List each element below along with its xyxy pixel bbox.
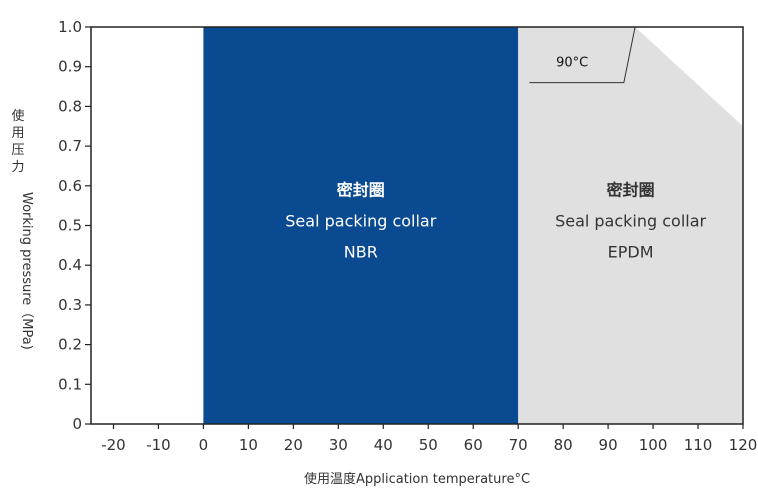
y-tick-label: 0.1 [58, 375, 82, 393]
y-axis-title-char: 使 [11, 108, 24, 124]
x-tick-label: 0 [199, 436, 209, 454]
x-tick-label: 120 [729, 436, 758, 454]
region-name-cn: 密封圈 [606, 181, 655, 200]
annotation-label: 90°C [556, 56, 588, 71]
y-tick-label: 0.3 [58, 296, 82, 314]
annotation-layer: 90°C [529, 26, 636, 84]
y-tick-label: 0.4 [58, 256, 82, 274]
x-axis-title: 使用温度Application temperature°C [304, 471, 530, 487]
x-tick-label: 90 [599, 436, 618, 454]
x-tick-label: 50 [419, 436, 438, 454]
x-tick-label: 110 [684, 436, 713, 454]
x-axis-ticks: -20 -10 0 10 20 30 40 50 60 70 80 90 100 110 120 [101, 424, 757, 454]
y-axis-title-char: 力 [11, 160, 24, 175]
y-tick-label: 0.5 [58, 217, 82, 235]
region-name-en: Seal packing collar [555, 212, 706, 231]
y-tick-label: 0.2 [58, 336, 82, 354]
x-tick-label: 40 [374, 436, 393, 454]
x-tick-label: 70 [509, 436, 528, 454]
region-nbr-area [203, 27, 519, 424]
x-tick-label: 60 [464, 436, 483, 454]
region-name-en: Seal packing collar [285, 212, 436, 231]
x-tick-label: -20 [101, 436, 126, 454]
y-axis-title-char: 用 [11, 126, 24, 141]
x-tick-label: 80 [554, 436, 573, 454]
y-tick-label: 1.0 [58, 18, 82, 36]
regions-layer [203, 27, 743, 424]
y-tick-label: 0.8 [58, 97, 82, 115]
x-tick-label: 10 [239, 436, 258, 454]
y-tick-label: 0.6 [58, 177, 82, 195]
y-axis-title-char: 压 [11, 143, 24, 158]
x-tick-label: -10 [146, 436, 171, 454]
region-material: NBR [344, 243, 378, 262]
annotation-leader-line [529, 26, 636, 84]
y-axis-ticks: 0 0.1 0.2 0.3 0.4 0.5 0.6 0.7 0.8 0.9 1.0 [58, 18, 91, 433]
region-name-cn: 密封圈 [336, 181, 385, 200]
y-tick-label: 0 [72, 415, 82, 433]
y-axis-title-text: Working pressure（MPa) [19, 192, 34, 350]
x-tick-label: 30 [329, 436, 348, 454]
x-tick-label: 20 [284, 436, 303, 454]
y-tick-label: 0.7 [58, 137, 82, 155]
region-material: EPDM [608, 243, 654, 262]
y-tick-label: 0.9 [58, 58, 82, 76]
x-tick-label: 100 [639, 436, 668, 454]
region-labels-layer: 密封圈 Seal packing collar NBR 密封圈 Seal packing… [285, 181, 706, 262]
region-epdm-area [518, 27, 743, 424]
